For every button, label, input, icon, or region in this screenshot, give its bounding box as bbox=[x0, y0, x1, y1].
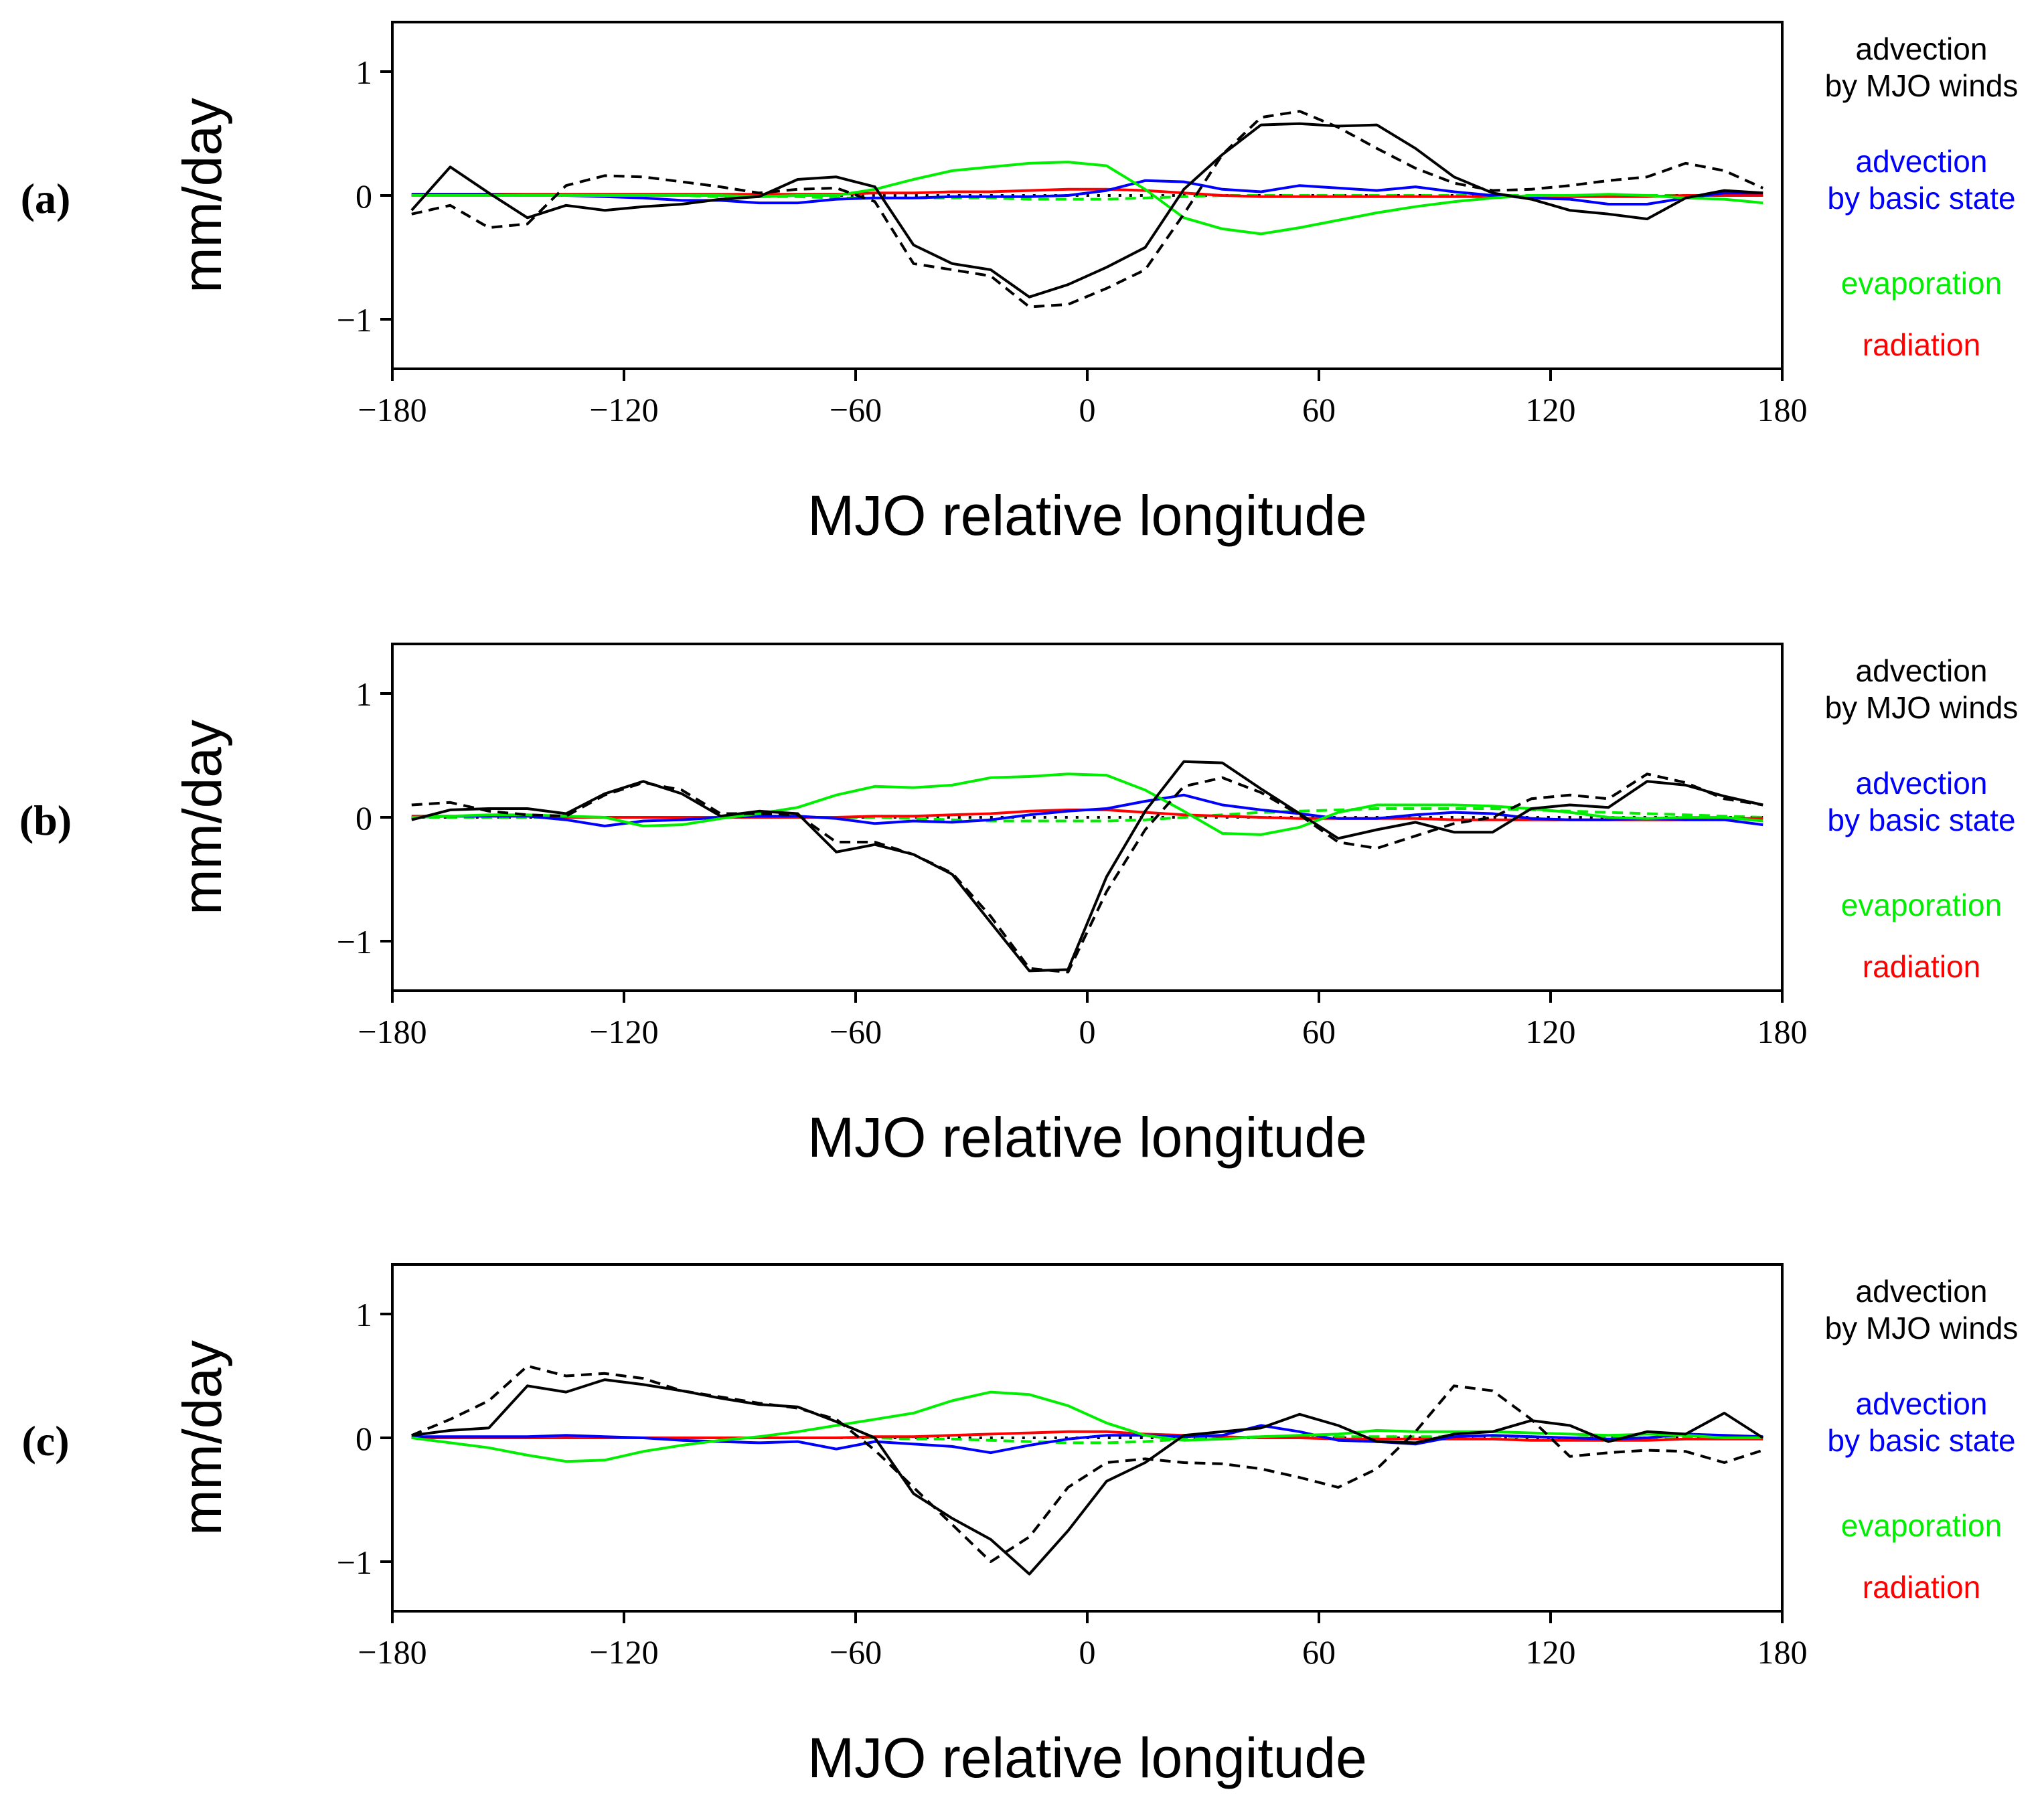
x-tick-label: −60 bbox=[830, 1013, 882, 1050]
y-tick-label: 0 bbox=[356, 177, 372, 215]
series-line-advection-by-mjo-winds bbox=[410, 122, 1763, 299]
legend-entry-winds: advection bbox=[1856, 31, 1988, 66]
legend-entry-evap: evaporation bbox=[1841, 888, 2002, 922]
x-axis-label: MJO relative longitude bbox=[807, 1726, 1367, 1789]
series-line-advection-by-mjo-winds bbox=[411, 1378, 1764, 1576]
x-tick-label: 180 bbox=[1757, 1633, 1808, 1671]
x-axis-label: MJO relative longitude bbox=[807, 484, 1367, 547]
series-line-advection-by-basic-state bbox=[411, 179, 1763, 206]
y-tick-label: −1 bbox=[337, 1544, 372, 1581]
panel-a: (a) mm/day −1 0 1 −180 −120 −60 0 60 120 180 MJO rel… bbox=[21, 21, 2019, 547]
y-tick-label: 1 bbox=[356, 675, 372, 713]
x-tick-label: 0 bbox=[1079, 1633, 1096, 1671]
y-tick-label: −1 bbox=[337, 301, 372, 339]
legend-entry-rad: radiation bbox=[1863, 1570, 1980, 1605]
x-tick-label: −180 bbox=[358, 1013, 426, 1050]
x-tick-label: 180 bbox=[1757, 391, 1808, 428]
x-tick-label: −120 bbox=[589, 1013, 658, 1050]
legend-entry-basic: advection bbox=[1856, 1386, 1988, 1421]
series-line-advection-by-mjo-winds bbox=[411, 760, 1763, 973]
x-tick-label: −60 bbox=[830, 391, 882, 428]
x-tick-label: −120 bbox=[589, 391, 658, 428]
y-tick-label: 0 bbox=[356, 799, 372, 837]
x-tick-label: 180 bbox=[1757, 1013, 1808, 1050]
y-axis-label: mm/day bbox=[172, 98, 233, 293]
series-group bbox=[410, 110, 1764, 309]
legend-entry-basic: advection bbox=[1856, 766, 1988, 801]
y-tick-label: −1 bbox=[337, 923, 372, 961]
series-line-evaporation bbox=[411, 161, 1763, 236]
series-line-advection-by-basic-state bbox=[411, 1424, 1763, 1455]
legend-entry-winds: advection bbox=[1856, 653, 1988, 688]
series-line-advection-by-basic-state bbox=[411, 793, 1763, 827]
panel-label: (b) bbox=[19, 797, 72, 844]
y-tick-label: 1 bbox=[356, 1296, 372, 1333]
panel-c: (c) mm/day −1 0 1 −180 −120 −60 0 60 120 180 MJO rel… bbox=[21, 1263, 2019, 1789]
x-tick-label: 120 bbox=[1526, 1633, 1576, 1671]
x-tick-label: 0 bbox=[1079, 391, 1096, 428]
legend-entry-basic: advection bbox=[1856, 144, 1988, 179]
legend-entry-basic: by basic state bbox=[1827, 1423, 2015, 1458]
y-axis-label: mm/day bbox=[172, 720, 233, 915]
legend-entry-evap: evaporation bbox=[1841, 266, 2002, 301]
y-tick-label: 0 bbox=[356, 1420, 372, 1457]
series-line-evaporation bbox=[411, 1390, 1763, 1463]
x-tick-label: 60 bbox=[1302, 391, 1336, 428]
series-line-total bbox=[411, 1364, 1763, 1563]
series-group bbox=[411, 760, 1763, 974]
legend-entry-evap: evaporation bbox=[1841, 1508, 2002, 1543]
y-axis-label: mm/day bbox=[172, 1340, 233, 1536]
legend-entry-rad: radiation bbox=[1863, 327, 1980, 362]
x-tick-label: −120 bbox=[589, 1633, 658, 1671]
panel-label: (c) bbox=[21, 1417, 69, 1465]
legend-entry-winds: by MJO winds bbox=[1825, 690, 2019, 725]
legend-entry-winds: advection bbox=[1856, 1274, 1988, 1309]
x-tick-label: −180 bbox=[358, 391, 426, 428]
x-tick-label: 120 bbox=[1526, 391, 1576, 428]
panel-b: (b) mm/day −1 0 1 −180 −120 −60 0 60 120 180 MJO rel… bbox=[19, 643, 2019, 1169]
x-axis-label: MJO relative longitude bbox=[807, 1106, 1367, 1169]
x-tick-label: −60 bbox=[830, 1633, 882, 1671]
x-tick-label: 120 bbox=[1526, 1013, 1576, 1050]
panel-label: (a) bbox=[21, 175, 71, 222]
x-tick-label: 60 bbox=[1302, 1633, 1336, 1671]
series-line-total bbox=[411, 110, 1764, 309]
legend-entry-basic: by basic state bbox=[1827, 803, 2015, 837]
x-tick-label: 0 bbox=[1079, 1013, 1096, 1050]
x-tick-label: 60 bbox=[1302, 1013, 1336, 1050]
legend-entry-rad: radiation bbox=[1863, 949, 1980, 984]
x-tick-label: −180 bbox=[358, 1633, 426, 1671]
legend-entry-winds: by MJO winds bbox=[1825, 68, 2019, 103]
series-line-total bbox=[411, 772, 1763, 974]
series-group bbox=[411, 1364, 1764, 1576]
legend-entry-basic: by basic state bbox=[1827, 181, 2015, 216]
legend-entry-winds: by MJO winds bbox=[1825, 1311, 2019, 1345]
y-tick-label: 1 bbox=[356, 54, 372, 91]
